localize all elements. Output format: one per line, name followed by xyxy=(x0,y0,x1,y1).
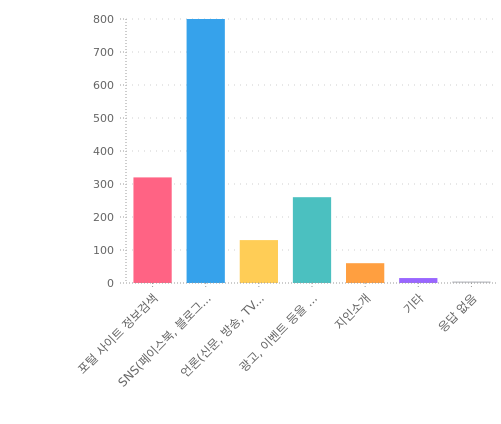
bar-6 xyxy=(399,278,438,283)
axes xyxy=(125,19,498,284)
x-category-label-2: SNS(페이스북, 블로그... xyxy=(115,291,213,389)
x-category-label-6: 기타 xyxy=(401,291,427,317)
bars xyxy=(133,19,491,283)
y-tick-label-500: 500 xyxy=(93,112,114,125)
x-category-label-7: 응답 없음 xyxy=(436,291,480,335)
y-tick-label-300: 300 xyxy=(93,178,114,191)
bar-4 xyxy=(292,197,332,283)
y-tick-label-100: 100 xyxy=(93,244,114,257)
y-tick-label-200: 200 xyxy=(93,211,114,224)
y-tick-label-700: 700 xyxy=(93,46,114,59)
y-axis-tick-labels: 0 100 200 300 400 500 600 700 800 xyxy=(93,13,114,290)
y-tick-label-800: 800 xyxy=(93,13,114,26)
bar-5 xyxy=(346,263,385,283)
bar-7 xyxy=(452,281,491,283)
y-tick-label-600: 600 xyxy=(93,79,114,92)
y-tick-label-400: 400 xyxy=(93,145,114,158)
bar-2 xyxy=(186,19,225,283)
y-tick-label-0: 0 xyxy=(107,277,114,290)
bar-3 xyxy=(239,240,278,283)
bar-1 xyxy=(133,177,172,283)
x-category-label-5: 지인소개 xyxy=(332,291,373,332)
